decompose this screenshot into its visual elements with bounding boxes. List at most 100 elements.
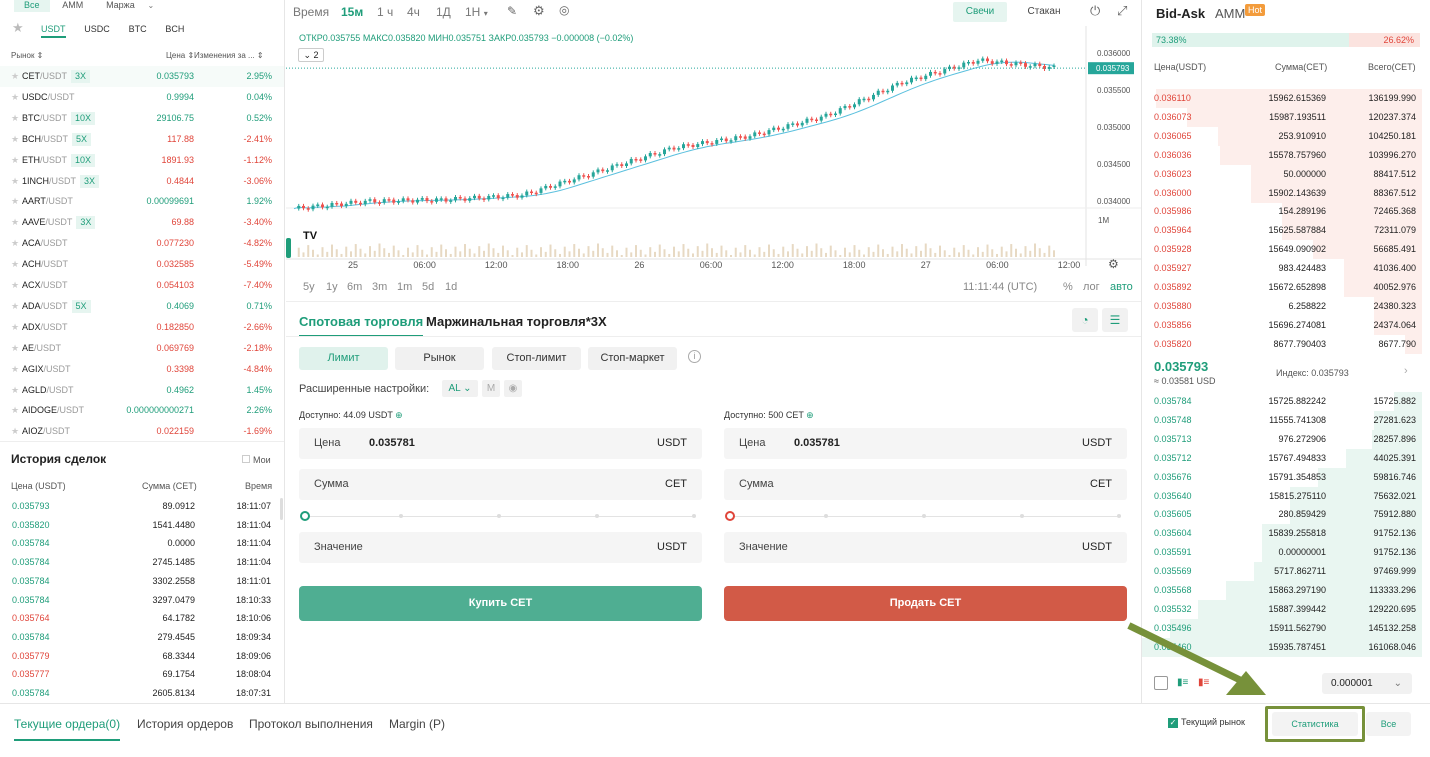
timeframe-time[interactable]: Время	[293, 5, 330, 19]
tab-margin[interactable]: Маржа	[106, 0, 135, 10]
star-icon[interactable]: ★	[11, 217, 20, 228]
market-row[interactable]: ★ AART/USDT 0.00099691 1.92%	[0, 191, 284, 212]
ask-row[interactable]: 0.035927 983.424483 41036.400	[1142, 259, 1422, 279]
sell-value-field[interactable]: Значение USDT	[724, 532, 1127, 563]
tab-bid-ask[interactable]: Bid-Ask	[1156, 6, 1206, 21]
plus-circle-icon[interactable]: ⊕	[395, 410, 403, 420]
ask-row[interactable]: 0.036023 50.000000 88417.512	[1142, 164, 1422, 184]
col-market-header[interactable]: Рынок ⇕	[11, 51, 44, 60]
drawing-icon[interactable]: ✎	[507, 4, 518, 18]
order-type-market[interactable]: Рынок	[395, 347, 484, 370]
ask-row[interactable]: 0.036036 15578.757960 103996.270	[1142, 145, 1422, 165]
market-row[interactable]: ★ ACX/USDT 0.054103 -7.40%	[0, 275, 284, 296]
market-row[interactable]: ★ AGIX/USDT 0.3398 -4.84%	[0, 359, 284, 380]
bid-row[interactable]: 0.035748 11555.741308 27281.623	[1142, 410, 1422, 430]
fullscreen-icon[interactable]: ⤢	[1117, 3, 1128, 18]
bid-row[interactable]: 0.035532 15887.399442 129220.695	[1142, 599, 1422, 619]
slider-knob[interactable]	[300, 511, 310, 521]
order-type-limit[interactable]: Лимит	[299, 347, 388, 370]
star-icon[interactable]: ★	[11, 363, 20, 374]
star-icon[interactable]: ★	[11, 321, 20, 332]
bid-row[interactable]: 0.035604 15839.255818 91752.136	[1142, 524, 1422, 544]
star-icon[interactable]: ★	[11, 300, 20, 311]
range-5y[interactable]: 5y	[303, 281, 315, 293]
market-row[interactable]: ★ AIDOGE/USDT 0.000000000271 2.26%	[0, 400, 284, 421]
sliders-icon[interactable]: ☰	[1102, 308, 1128, 332]
quote-tab-usdt[interactable]: USDT	[41, 24, 66, 38]
ask-row[interactable]: 0.036065 253.910910 104250.181	[1142, 126, 1422, 146]
timeframe-4h[interactable]: 4ч	[407, 5, 420, 19]
sell-amount-field[interactable]: Сумма CET	[724, 469, 1127, 500]
buy-amount-slider[interactable]	[300, 510, 700, 522]
timeframe-1h[interactable]: 1 ч	[377, 5, 394, 19]
bid-row[interactable]: 0.035591 0.00000001 91752.136	[1142, 543, 1422, 563]
info-icon[interactable]: i	[688, 350, 701, 363]
panel-handle[interactable]	[286, 238, 291, 258]
ask-row[interactable]: 0.035928 15649.090902 56685.491	[1142, 240, 1422, 260]
ask-row[interactable]: 0.035820 8677.790403 8677.790	[1142, 334, 1422, 354]
buy-button[interactable]: Купить CET	[299, 586, 702, 621]
star-icon[interactable]: ★	[11, 342, 20, 353]
bid-row[interactable]: 0.035640 15815.275110 75632.021	[1142, 486, 1422, 506]
ask-row[interactable]: 0.035880 6.258822 24380.323	[1142, 296, 1422, 316]
sell-amount-slider[interactable]	[725, 510, 1125, 522]
star-icon[interactable]: ★	[11, 133, 20, 144]
price-chart[interactable]: 0.036000 0.035500 0.035000 0.034500 0.034000…	[286, 26, 1141, 296]
bid-row[interactable]: 0.035569 5717.862711 97469.999	[1142, 562, 1422, 582]
star-icon[interactable]: ★	[11, 405, 20, 416]
ask-row[interactable]: 0.035964 15625.587884 72311.079	[1142, 221, 1422, 241]
all-button[interactable]: Все	[1366, 712, 1411, 736]
star-icon[interactable]: ★	[11, 175, 20, 186]
tab-amm[interactable]: AMM	[62, 0, 84, 10]
tab-execution-log[interactable]: Протокол выполнения	[249, 717, 373, 731]
ask-row[interactable]: 0.035986 154.289196 72465.368	[1142, 202, 1422, 222]
bid-row[interactable]: 0.035605 280.859429 75912.880	[1142, 505, 1422, 525]
auto-toggle[interactable]: авто	[1110, 281, 1133, 293]
tab-all[interactable]: Все	[14, 0, 50, 12]
range-6m[interactable]: 6m	[347, 281, 363, 293]
ask-row[interactable]: 0.035856 15696.274081 24374.064	[1142, 315, 1422, 335]
layout-asks-icon[interactable]: ▮≡	[1198, 677, 1210, 688]
buy-value-field[interactable]: Значение USDT	[299, 532, 702, 563]
bid-row[interactable]: 0.035676 15791.354853 59816.746	[1142, 467, 1422, 487]
timeframe-15m[interactable]: 15м	[341, 5, 364, 19]
star-icon[interactable]: ★	[11, 196, 20, 207]
quote-tab-bch[interactable]: BCH	[165, 24, 185, 34]
bid-row[interactable]: 0.035713 976.272906 28257.896	[1142, 429, 1422, 449]
ask-row[interactable]: 0.036073 15987.193511 120237.374	[1142, 107, 1422, 127]
star-icon[interactable]: ★	[11, 154, 20, 165]
range-1d[interactable]: 1d	[445, 281, 458, 293]
bid-row[interactable]: 0.035496 15911.562790 145132.258	[1142, 618, 1422, 638]
market-row[interactable]: ★ AIOZ/USDT 0.022159 -1.69%	[0, 421, 284, 442]
tab-amm[interactable]: AMM	[1215, 6, 1246, 21]
market-row[interactable]: ★ AE/USDT 0.069769 -2.18%	[0, 338, 284, 359]
star-icon[interactable]: ★	[11, 91, 20, 102]
market-row[interactable]: ★ ADX/USDT 0.182850 -2.66%	[0, 317, 284, 338]
scrollbar[interactable]	[280, 498, 283, 520]
current-market-toggle[interactable]: ✓ Текущий рынок	[1168, 717, 1245, 728]
tab-margin-p[interactable]: Margin (P)	[389, 717, 446, 731]
tab-current-orders[interactable]: Текущие ордера(0)	[14, 717, 121, 741]
market-row[interactable]: ★ AAVE/USDT 3X 69.88 -3.40%	[0, 212, 284, 233]
view-candles-tab[interactable]: Свечи	[953, 2, 1007, 22]
star-icon[interactable]: ★	[11, 280, 20, 290]
chevron-down-icon[interactable]: ⌄	[147, 1, 155, 10]
m-toggle[interactable]: M	[482, 380, 500, 397]
indicators-toggle[interactable]: ⌄ 2	[298, 48, 324, 62]
buy-amount-field[interactable]: Сумма CET	[299, 469, 702, 500]
ask-row[interactable]: 0.036000 15902.143639 88367.512	[1142, 183, 1422, 203]
plus-circle-icon[interactable]: ⊕	[806, 410, 814, 420]
star-icon[interactable]: ★	[11, 259, 20, 270]
sell-price-field[interactable]: Цена 0.035781 USDT	[724, 428, 1127, 459]
ask-row[interactable]: 0.035892 15672.652898 40052.976	[1142, 278, 1422, 297]
precision-select[interactable]: 0.000001 ⌄	[1322, 673, 1412, 694]
market-row[interactable]: ★ ACA/USDT 0.077230 -4.82%	[0, 233, 284, 254]
col-price-header[interactable]: Цена ⇕	[166, 51, 195, 60]
range-5d[interactable]: 5d	[422, 281, 435, 293]
buy-price-field[interactable]: Цена 0.035781 USDT	[299, 428, 702, 459]
favorites-star-icon[interactable]: ★	[12, 20, 24, 35]
slider-knob[interactable]	[725, 511, 735, 521]
checkbox-checked-icon[interactable]: ✓	[1168, 718, 1178, 728]
star-icon[interactable]: ★	[11, 238, 20, 249]
power-icon[interactable]: ⏻	[1090, 3, 1101, 18]
